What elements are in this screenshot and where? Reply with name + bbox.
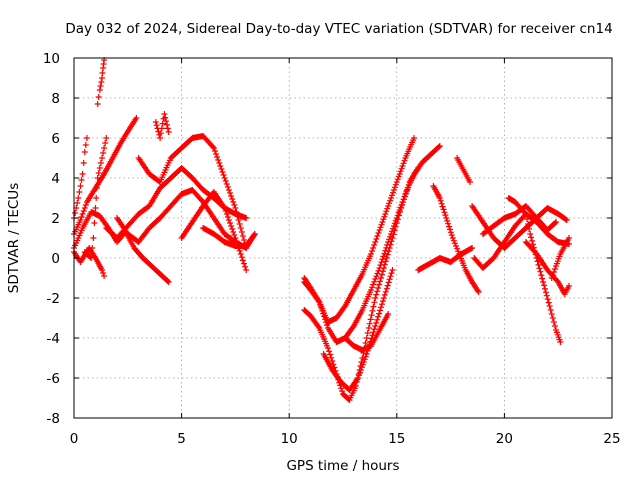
y-tick-label: 8 [51,91,60,107]
data-point-markers [200,225,258,249]
series-arc-22 [471,211,572,271]
y-tick-label: 6 [51,131,60,147]
series-arc-04 [94,57,108,107]
x-tick-label: 5 [177,431,186,447]
series-arc-01 [71,115,140,237]
y-tick-label: 2 [51,211,60,227]
y-tick-label: 4 [51,171,60,187]
x-tick-label: 20 [496,431,513,447]
x-tick-label: 10 [281,431,298,447]
series-arc-24 [505,195,564,345]
data-point-markers [152,111,172,141]
series-arc-23 [479,203,559,237]
data-point-markers [301,165,422,403]
data-point-markers [178,189,250,273]
x-tick-label: 25 [603,431,620,447]
data-points [71,57,572,403]
series-arc-15 [301,165,422,403]
series-arc-11 [178,189,250,273]
y-tick-label: 0 [51,251,60,267]
data-point-markers [522,239,572,297]
data-point-markers [71,115,140,237]
plot-frame [73,57,613,419]
series-arc-07 [103,165,250,241]
series-arc-19 [430,183,482,295]
data-point-markers [454,155,473,185]
axis-ticks: 0 5 10 15 20 25 -8 -6 -4 -2 0 2 4 6 8 10 [43,51,621,447]
x-axis-label: GPS time / hours [286,458,399,474]
series-arc-25 [522,239,572,297]
y-tick-label: -8 [47,411,60,427]
chart-title: Day 032 of 2024, Sidereal Day-to-day VTE… [65,21,612,37]
series-arc-13 [301,135,417,325]
y-tick-label: -2 [47,291,60,307]
y-tick-label: -6 [47,371,60,387]
data-point-markers [430,183,482,295]
data-point-markers [135,133,250,251]
data-point-markers [301,135,417,325]
data-point-markers [342,311,392,353]
y-tick-label: 10 [43,51,60,67]
series-arc-20 [454,155,473,185]
series-arc-17 [342,311,392,353]
series-arc-12 [200,225,258,249]
x-tick-label: 15 [388,431,405,447]
data-point-markers [548,235,572,281]
series-arc-08 [135,133,250,251]
data-point-markers [471,211,572,271]
data-point-markers [505,195,564,345]
y-tick-label: -4 [47,331,60,347]
data-point-markers [94,57,108,107]
data-point-markers [71,245,108,279]
series-arc-09 [152,111,172,141]
x-tick-label: 0 [70,431,79,447]
data-point-markers [479,203,559,237]
data-point-markers [81,135,110,261]
y-axis-label: SDTVAR / TECUs [6,183,22,293]
data-point-markers [103,165,250,241]
series-arc-06 [71,245,108,279]
series-arc-26 [548,235,572,281]
series-arc-03 [81,135,110,261]
